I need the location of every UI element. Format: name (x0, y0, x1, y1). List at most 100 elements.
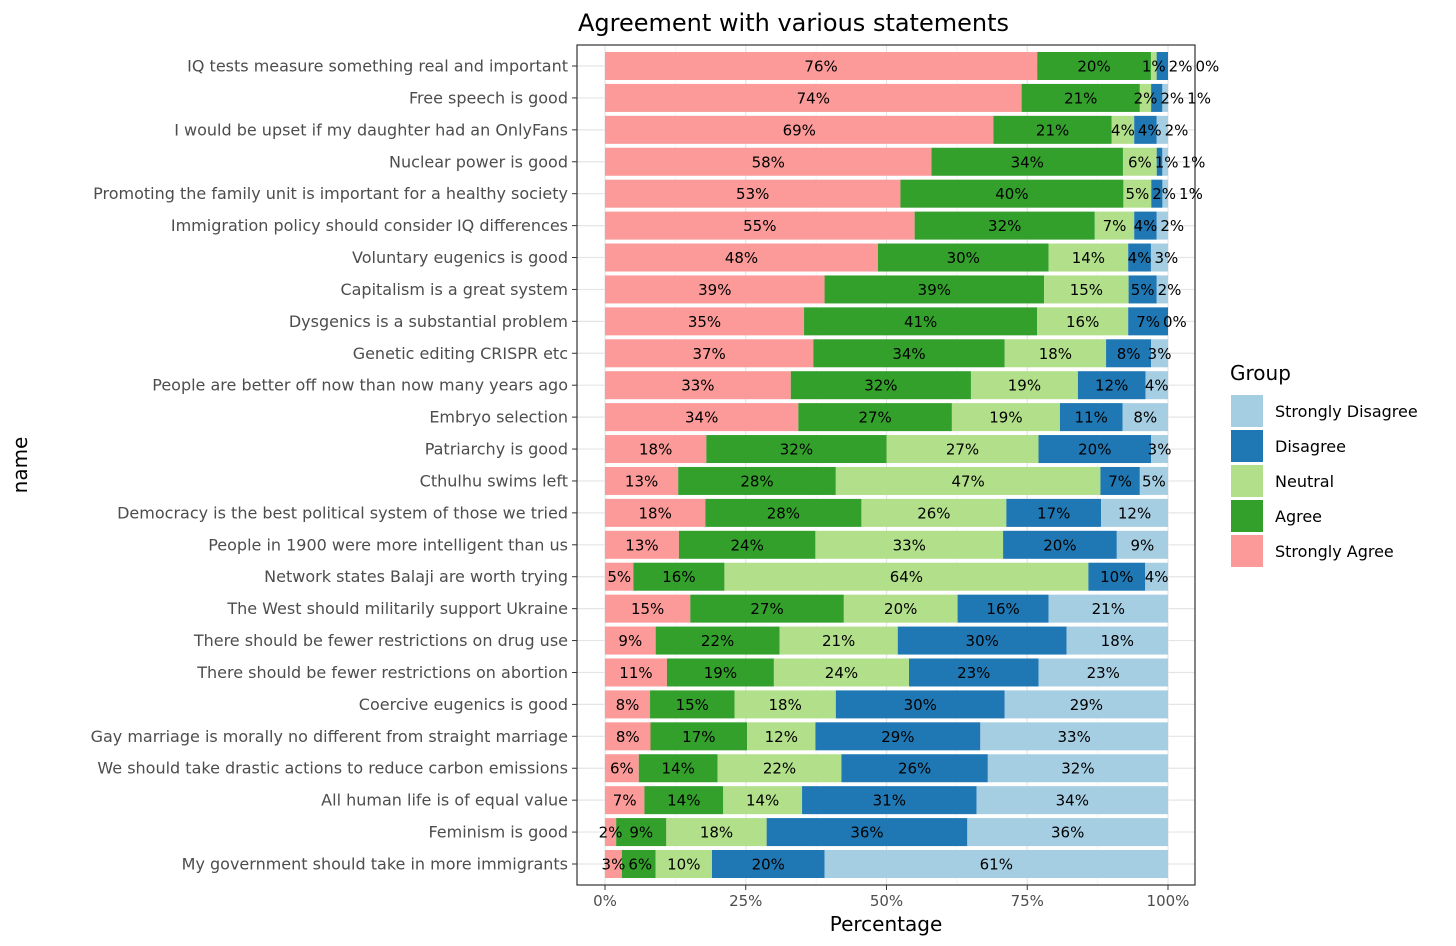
legend-key (1231, 535, 1263, 567)
bar-segment-agree (644, 786, 724, 815)
bar-segment-strongly-agree (605, 818, 617, 847)
data-label: 21% (1092, 600, 1125, 618)
data-label: 32% (1061, 760, 1094, 778)
data-label: 24% (730, 536, 763, 554)
bar-segment-disagree (909, 658, 1039, 687)
bar-segment-strongly-agree (605, 211, 915, 240)
data-label: 7% (1103, 217, 1127, 235)
data-label: 13% (625, 472, 658, 490)
data-label: 11% (1075, 409, 1108, 427)
bar-segment-agree (621, 850, 656, 878)
data-label: 12% (765, 728, 798, 746)
data-label: 32% (780, 441, 813, 459)
bar-segment-strongly-disagree (1004, 690, 1168, 719)
bar-segment-strongly-disagree (1151, 339, 1168, 368)
bar-segment-neutral (734, 690, 836, 719)
data-label: 29% (1070, 696, 1103, 714)
x-tick-label: 100% (1147, 892, 1190, 910)
bar-segment-strongly-disagree (1151, 435, 1168, 464)
bar-segment-strongly-agree (605, 754, 639, 783)
bar-segment-neutral (1150, 52, 1157, 80)
data-label: 33% (681, 377, 714, 395)
bar-segment-strongly-disagree (1156, 115, 1168, 144)
data-label: 20% (1043, 536, 1076, 554)
bar-segment-disagree (766, 818, 968, 847)
bar-segment-agree (813, 339, 1005, 368)
data-label: 7% (613, 792, 637, 810)
bar-segment-strongly-disagree (1156, 275, 1168, 304)
bar-segment-neutral (1044, 275, 1129, 304)
bar-segment-neutral (723, 786, 803, 815)
bar-segment-strongly-agree (605, 658, 667, 687)
data-label: 17% (1037, 504, 1070, 522)
bar-segment-strongly-disagree (1101, 498, 1168, 527)
y-tick-label: All human life is of equal value (321, 791, 568, 810)
data-label: 3% (602, 856, 626, 874)
bar-segment-agree (650, 690, 735, 719)
data-label: 37% (692, 345, 725, 363)
data-label: 16% (662, 568, 695, 586)
legend-title: Group (1230, 361, 1291, 385)
data-label: 21% (1036, 121, 1069, 139)
data-label: 23% (1087, 664, 1120, 682)
data-label: 27% (858, 409, 891, 427)
bar-segment-agree (650, 722, 748, 751)
data-label: 3% (1148, 345, 1172, 363)
data-label: 18% (639, 441, 672, 459)
data-label: 7% (1108, 472, 1132, 490)
bar-segment-agree (1037, 52, 1151, 80)
data-label: 61% (980, 856, 1013, 874)
legend-label: Disagree (1275, 437, 1346, 456)
data-label: 27% (946, 441, 979, 459)
bar-segment-neutral (1037, 307, 1129, 336)
bar-segment-agree (1021, 83, 1140, 112)
data-label: 19% (1008, 377, 1041, 395)
y-tick-label: Immigration policy should consider IQ di… (171, 216, 568, 235)
y-tick-label: IQ tests measure something real and impo… (187, 57, 568, 76)
legend: Group Strongly Disagree Disagree Neutral Ag… (1230, 361, 1418, 567)
bar-segment-disagree (1003, 530, 1117, 559)
data-label: 74% (797, 89, 830, 107)
data-label: 8% (1117, 345, 1141, 363)
bar-segment-neutral (1004, 339, 1107, 368)
y-tick-label: The West should militarily support Ukrai… (226, 599, 568, 618)
bars (605, 52, 1168, 878)
bar-segment-agree (790, 371, 971, 400)
data-label: 58% (752, 153, 785, 171)
y-tick-label: Genetic editing CRISPR etc (353, 344, 568, 363)
data-label: 55% (743, 217, 776, 235)
bar-segment-strongly-disagree (1162, 147, 1168, 176)
bar-segment-neutral (779, 626, 898, 655)
data-label: 31% (873, 792, 906, 810)
legend-label: Strongly Disagree (1275, 402, 1418, 421)
bar-segment-neutral (1139, 83, 1152, 112)
data-label: 19% (989, 409, 1022, 427)
data-label: 22% (763, 760, 796, 778)
bar-segment-disagree (815, 722, 981, 751)
bar-segment-strongly-agree (605, 530, 679, 559)
bar-segment-disagree (1128, 243, 1151, 272)
data-label: 2% (1134, 89, 1158, 107)
data-label: 7% (1136, 313, 1160, 331)
y-tick-label: Nuclear power is good (389, 152, 568, 171)
y-tick-label: Democracy is the best political system o… (117, 503, 568, 522)
bar-segment-strongly-agree (605, 371, 791, 400)
data-label: 2% (1169, 58, 1193, 76)
data-label: 1% (1142, 58, 1166, 76)
y-tick-label: People are better off now than now many … (152, 376, 568, 395)
data-label: 27% (750, 600, 783, 618)
data-label: 29% (881, 728, 914, 746)
data-label: 28% (740, 472, 773, 490)
data-label: 2% (1160, 89, 1184, 107)
bar-segment-strongly-disagree (976, 786, 1168, 815)
y-axis-labels: IQ tests measure something real and impo… (91, 57, 577, 874)
data-label: 15% (676, 696, 709, 714)
x-axis-ticks: 0% 25% 50% 75% 100% (593, 885, 1189, 910)
bar-segment-strongly-disagree (1066, 626, 1168, 655)
data-label: 32% (864, 377, 897, 395)
y-tick-label: Patriarchy is good (425, 440, 568, 459)
bar-segment-agree (638, 754, 718, 783)
data-label: 30% (904, 696, 937, 714)
data-label: 21% (1064, 89, 1097, 107)
